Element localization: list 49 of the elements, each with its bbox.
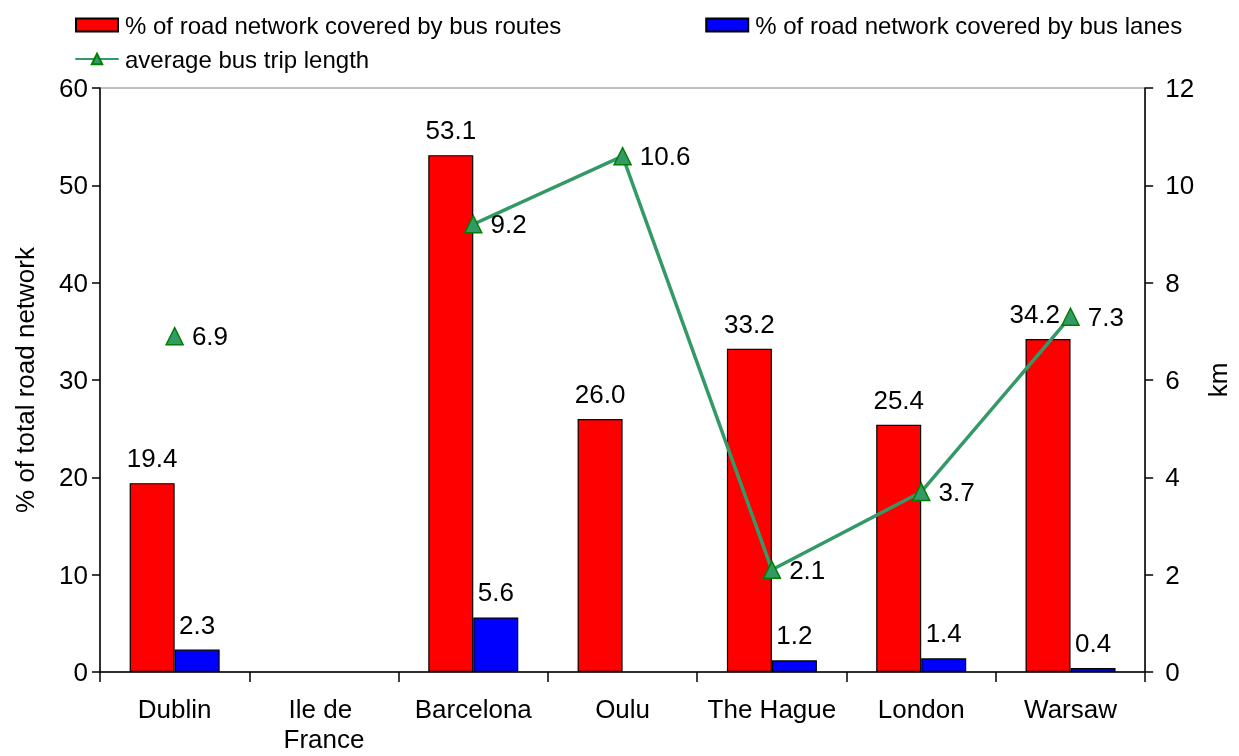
- y-tick-label: 20: [59, 462, 88, 493]
- data-label: 26.0: [574, 378, 626, 409]
- y-tick-label: 50: [59, 170, 88, 201]
- point: [911, 482, 931, 502]
- y-tick-label: 10: [59, 559, 88, 590]
- data-label: 5.6: [477, 577, 514, 608]
- data-label: 1.4: [925, 618, 962, 649]
- point: [613, 146, 632, 166]
- y2-tick-label: 6: [1165, 365, 1180, 395]
- data-label: 7.3: [1087, 301, 1124, 332]
- legend-label: % of road network covered by bus routes: [125, 11, 562, 39]
- data-label: 6.9: [191, 321, 229, 352]
- point: [762, 560, 782, 580]
- data-label: 53.1: [425, 115, 477, 146]
- y2-tick-label: 8: [1165, 267, 1180, 298]
- data-label: 1.2: [776, 620, 813, 651]
- x-tick-label: Dublin: [137, 694, 212, 724]
- data-label: 0.4: [1074, 628, 1112, 659]
- y-tick-label: 60: [59, 73, 88, 103]
- x-tick-label: Warsaw: [1024, 694, 1118, 724]
- y2-tick-label: 10: [1165, 170, 1195, 201]
- data-label: 10.6: [639, 141, 691, 172]
- y-tick-label: 0: [73, 657, 88, 687]
- legend-label: % of road network covered by bus lanes: [755, 11, 1183, 39]
- x-tick-label: The Hague: [707, 694, 837, 724]
- legend-label: average bus trip length: [125, 45, 370, 73]
- data-label: 9.2: [490, 209, 527, 240]
- y2-axis-title: km: [1203, 362, 1233, 398]
- x-tick-label: Ile de France: [283, 694, 365, 754]
- y2-tick-label: 2: [1165, 559, 1180, 590]
- point: [464, 215, 483, 234]
- data-label: 2.3: [179, 609, 216, 640]
- x-tick-label: Barcelona: [414, 694, 533, 724]
- data-label: 3.7: [938, 476, 975, 507]
- y2-tick-label: 12: [1165, 73, 1195, 103]
- point: [165, 326, 184, 346]
- data-label: 25.4: [873, 384, 925, 415]
- point: [1061, 307, 1080, 326]
- y-axis-title: % of total road network: [10, 246, 40, 513]
- x-tick-label: London: [877, 694, 965, 724]
- y2-tick-label: 0: [1165, 657, 1180, 687]
- data-label: 33.2: [724, 308, 775, 339]
- data-label: 2.1: [789, 554, 826, 585]
- y2-tick-label: 4: [1165, 462, 1180, 493]
- y-tick-label: 40: [59, 267, 88, 298]
- y-tick-label: 30: [59, 365, 88, 395]
- data-label: 19.4: [126, 443, 178, 474]
- x-tick-label: Oulu: [595, 694, 651, 724]
- data-label: 34.2: [1009, 299, 1061, 330]
